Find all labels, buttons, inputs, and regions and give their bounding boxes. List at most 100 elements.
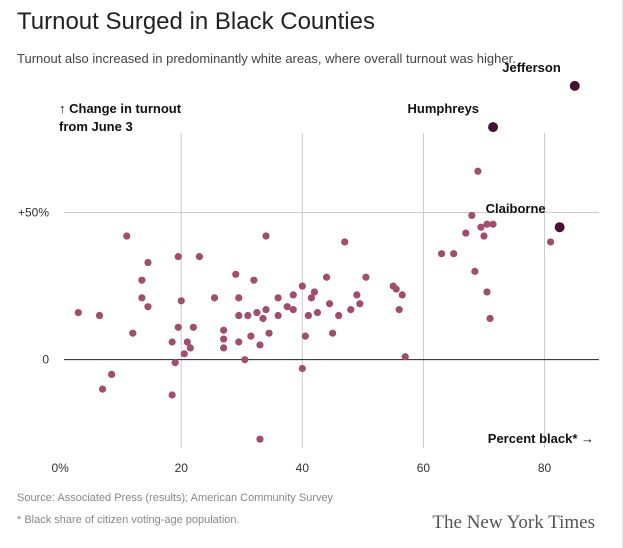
- data-point: [304, 311, 312, 320]
- data-point: [289, 291, 297, 299]
- data-point: [483, 288, 491, 296]
- data-point: [129, 329, 137, 337]
- data-point: [298, 364, 306, 373]
- data-point: [471, 267, 479, 275]
- data-point: [186, 344, 194, 352]
- data-point: [468, 211, 476, 220]
- data-point: [235, 311, 243, 320]
- data-point: [398, 291, 406, 299]
- data-point: [189, 323, 197, 331]
- data-point: [123, 232, 131, 240]
- x-tick-label: 60: [417, 461, 431, 475]
- data-point: [262, 306, 270, 314]
- data-point: [253, 308, 261, 317]
- y-tick-label: +50%: [18, 205, 49, 219]
- data-point: [98, 385, 107, 393]
- data-point: [232, 270, 240, 278]
- highlight-point: [569, 80, 580, 91]
- data-point: [437, 250, 446, 258]
- data-point: [174, 323, 182, 331]
- data-point: [274, 294, 282, 302]
- data-point: [356, 300, 364, 308]
- y-axis-label-line2: from June 3: [59, 119, 133, 134]
- x-tick-label: 20: [175, 461, 189, 475]
- data-point: [235, 294, 243, 302]
- data-point: [138, 294, 146, 302]
- data-point: [313, 308, 322, 317]
- data-point: [289, 306, 297, 314]
- data-point: [283, 303, 291, 311]
- highlight-label: Humphreys: [408, 101, 480, 116]
- x-tick-label: 80: [538, 461, 552, 475]
- highlight-label: Claiborne: [486, 201, 546, 216]
- data-point: [353, 291, 361, 299]
- footnote: * Black share of citizen voting-age popu…: [17, 514, 240, 526]
- data-point: [335, 311, 343, 320]
- data-point: [395, 306, 403, 314]
- data-point: [168, 338, 176, 346]
- data-point: [486, 314, 494, 323]
- data-point: [220, 344, 228, 352]
- data-point: [274, 311, 282, 320]
- highlight-label: Jefferson: [502, 60, 561, 75]
- point-layer: [74, 167, 555, 443]
- data-point: [298, 282, 306, 290]
- data-point: [310, 288, 319, 296]
- data-point: [489, 220, 497, 228]
- data-point: [244, 311, 252, 320]
- data-point: [220, 326, 228, 334]
- data-point: [144, 258, 152, 267]
- data-point: [210, 294, 219, 302]
- data-point: [265, 329, 273, 337]
- data-point: [362, 273, 370, 281]
- data-point: [480, 232, 488, 240]
- data-point: [95, 311, 104, 320]
- data-point: [329, 329, 337, 337]
- data-point: [256, 435, 264, 443]
- data-point: [138, 276, 146, 284]
- data-point: [235, 338, 243, 346]
- highlight-layer: Jefferson Humphreys Claiborne: [408, 60, 580, 233]
- data-point: [174, 253, 182, 261]
- publisher-credit: The New York Times: [432, 512, 595, 533]
- data-point: [301, 332, 309, 340]
- data-point: [177, 297, 185, 305]
- x-tick-label: 40: [296, 461, 310, 475]
- data-point: [392, 285, 400, 293]
- source-note: Source: Associated Press (results); Amer…: [17, 492, 334, 504]
- data-point: [462, 229, 470, 237]
- data-point: [144, 303, 152, 311]
- data-point: [347, 306, 355, 314]
- data-point: [108, 370, 116, 378]
- data-point: [546, 238, 555, 246]
- y-axis-label-line1: ↑ Change in turnout: [59, 101, 182, 116]
- data-point: [180, 350, 188, 358]
- data-point: [401, 353, 409, 361]
- data-point: [450, 250, 458, 258]
- data-point: [477, 223, 485, 231]
- chart-title: Turnout Surged in Black Counties: [17, 8, 375, 35]
- chart-subtitle: Turnout also increased in predominantly …: [17, 51, 516, 66]
- data-point: [325, 300, 334, 308]
- highlight-point: [488, 122, 499, 133]
- grid-layer: [64, 133, 599, 448]
- data-point: [168, 391, 176, 399]
- data-point: [322, 273, 331, 281]
- data-point: [183, 338, 191, 346]
- data-point: [74, 308, 82, 317]
- y-tick-label: 0: [42, 353, 49, 367]
- data-point: [195, 253, 204, 261]
- x-axis-label: Percent black* →: [488, 431, 594, 446]
- data-point: [241, 356, 249, 364]
- data-point: [250, 276, 258, 284]
- data-point: [220, 335, 228, 343]
- data-point: [259, 314, 267, 323]
- data-point: [171, 359, 179, 367]
- data-point: [474, 167, 482, 175]
- data-point: [483, 220, 491, 228]
- data-point: [262, 232, 270, 240]
- tick-layer: 0% 20 40 60 80 +50% 0: [18, 205, 552, 475]
- x-tick-label: 0%: [51, 461, 69, 475]
- data-point: [307, 294, 316, 302]
